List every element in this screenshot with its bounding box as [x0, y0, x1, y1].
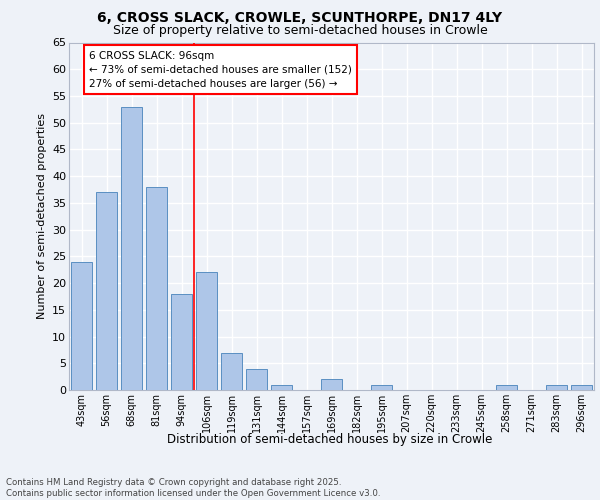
Text: Contains HM Land Registry data © Crown copyright and database right 2025.
Contai: Contains HM Land Registry data © Crown c…: [6, 478, 380, 498]
Bar: [171, 294, 192, 390]
Bar: [221, 352, 242, 390]
Bar: [71, 262, 92, 390]
Bar: [196, 272, 217, 390]
Text: Distribution of semi-detached houses by size in Crowle: Distribution of semi-detached houses by …: [167, 432, 493, 446]
Bar: [271, 384, 292, 390]
Bar: [146, 187, 167, 390]
Bar: [371, 384, 392, 390]
Bar: [96, 192, 117, 390]
Bar: [546, 384, 567, 390]
Bar: [121, 106, 142, 390]
Bar: [496, 384, 517, 390]
Text: Size of property relative to semi-detached houses in Crowle: Size of property relative to semi-detach…: [113, 24, 487, 37]
Text: 6 CROSS SLACK: 96sqm
← 73% of semi-detached houses are smaller (152)
27% of semi: 6 CROSS SLACK: 96sqm ← 73% of semi-detac…: [89, 50, 352, 88]
Text: 6, CROSS SLACK, CROWLE, SCUNTHORPE, DN17 4LY: 6, CROSS SLACK, CROWLE, SCUNTHORPE, DN17…: [97, 11, 503, 25]
Bar: [321, 380, 342, 390]
Bar: [571, 384, 592, 390]
Y-axis label: Number of semi-detached properties: Number of semi-detached properties: [37, 114, 47, 320]
Bar: [246, 368, 267, 390]
